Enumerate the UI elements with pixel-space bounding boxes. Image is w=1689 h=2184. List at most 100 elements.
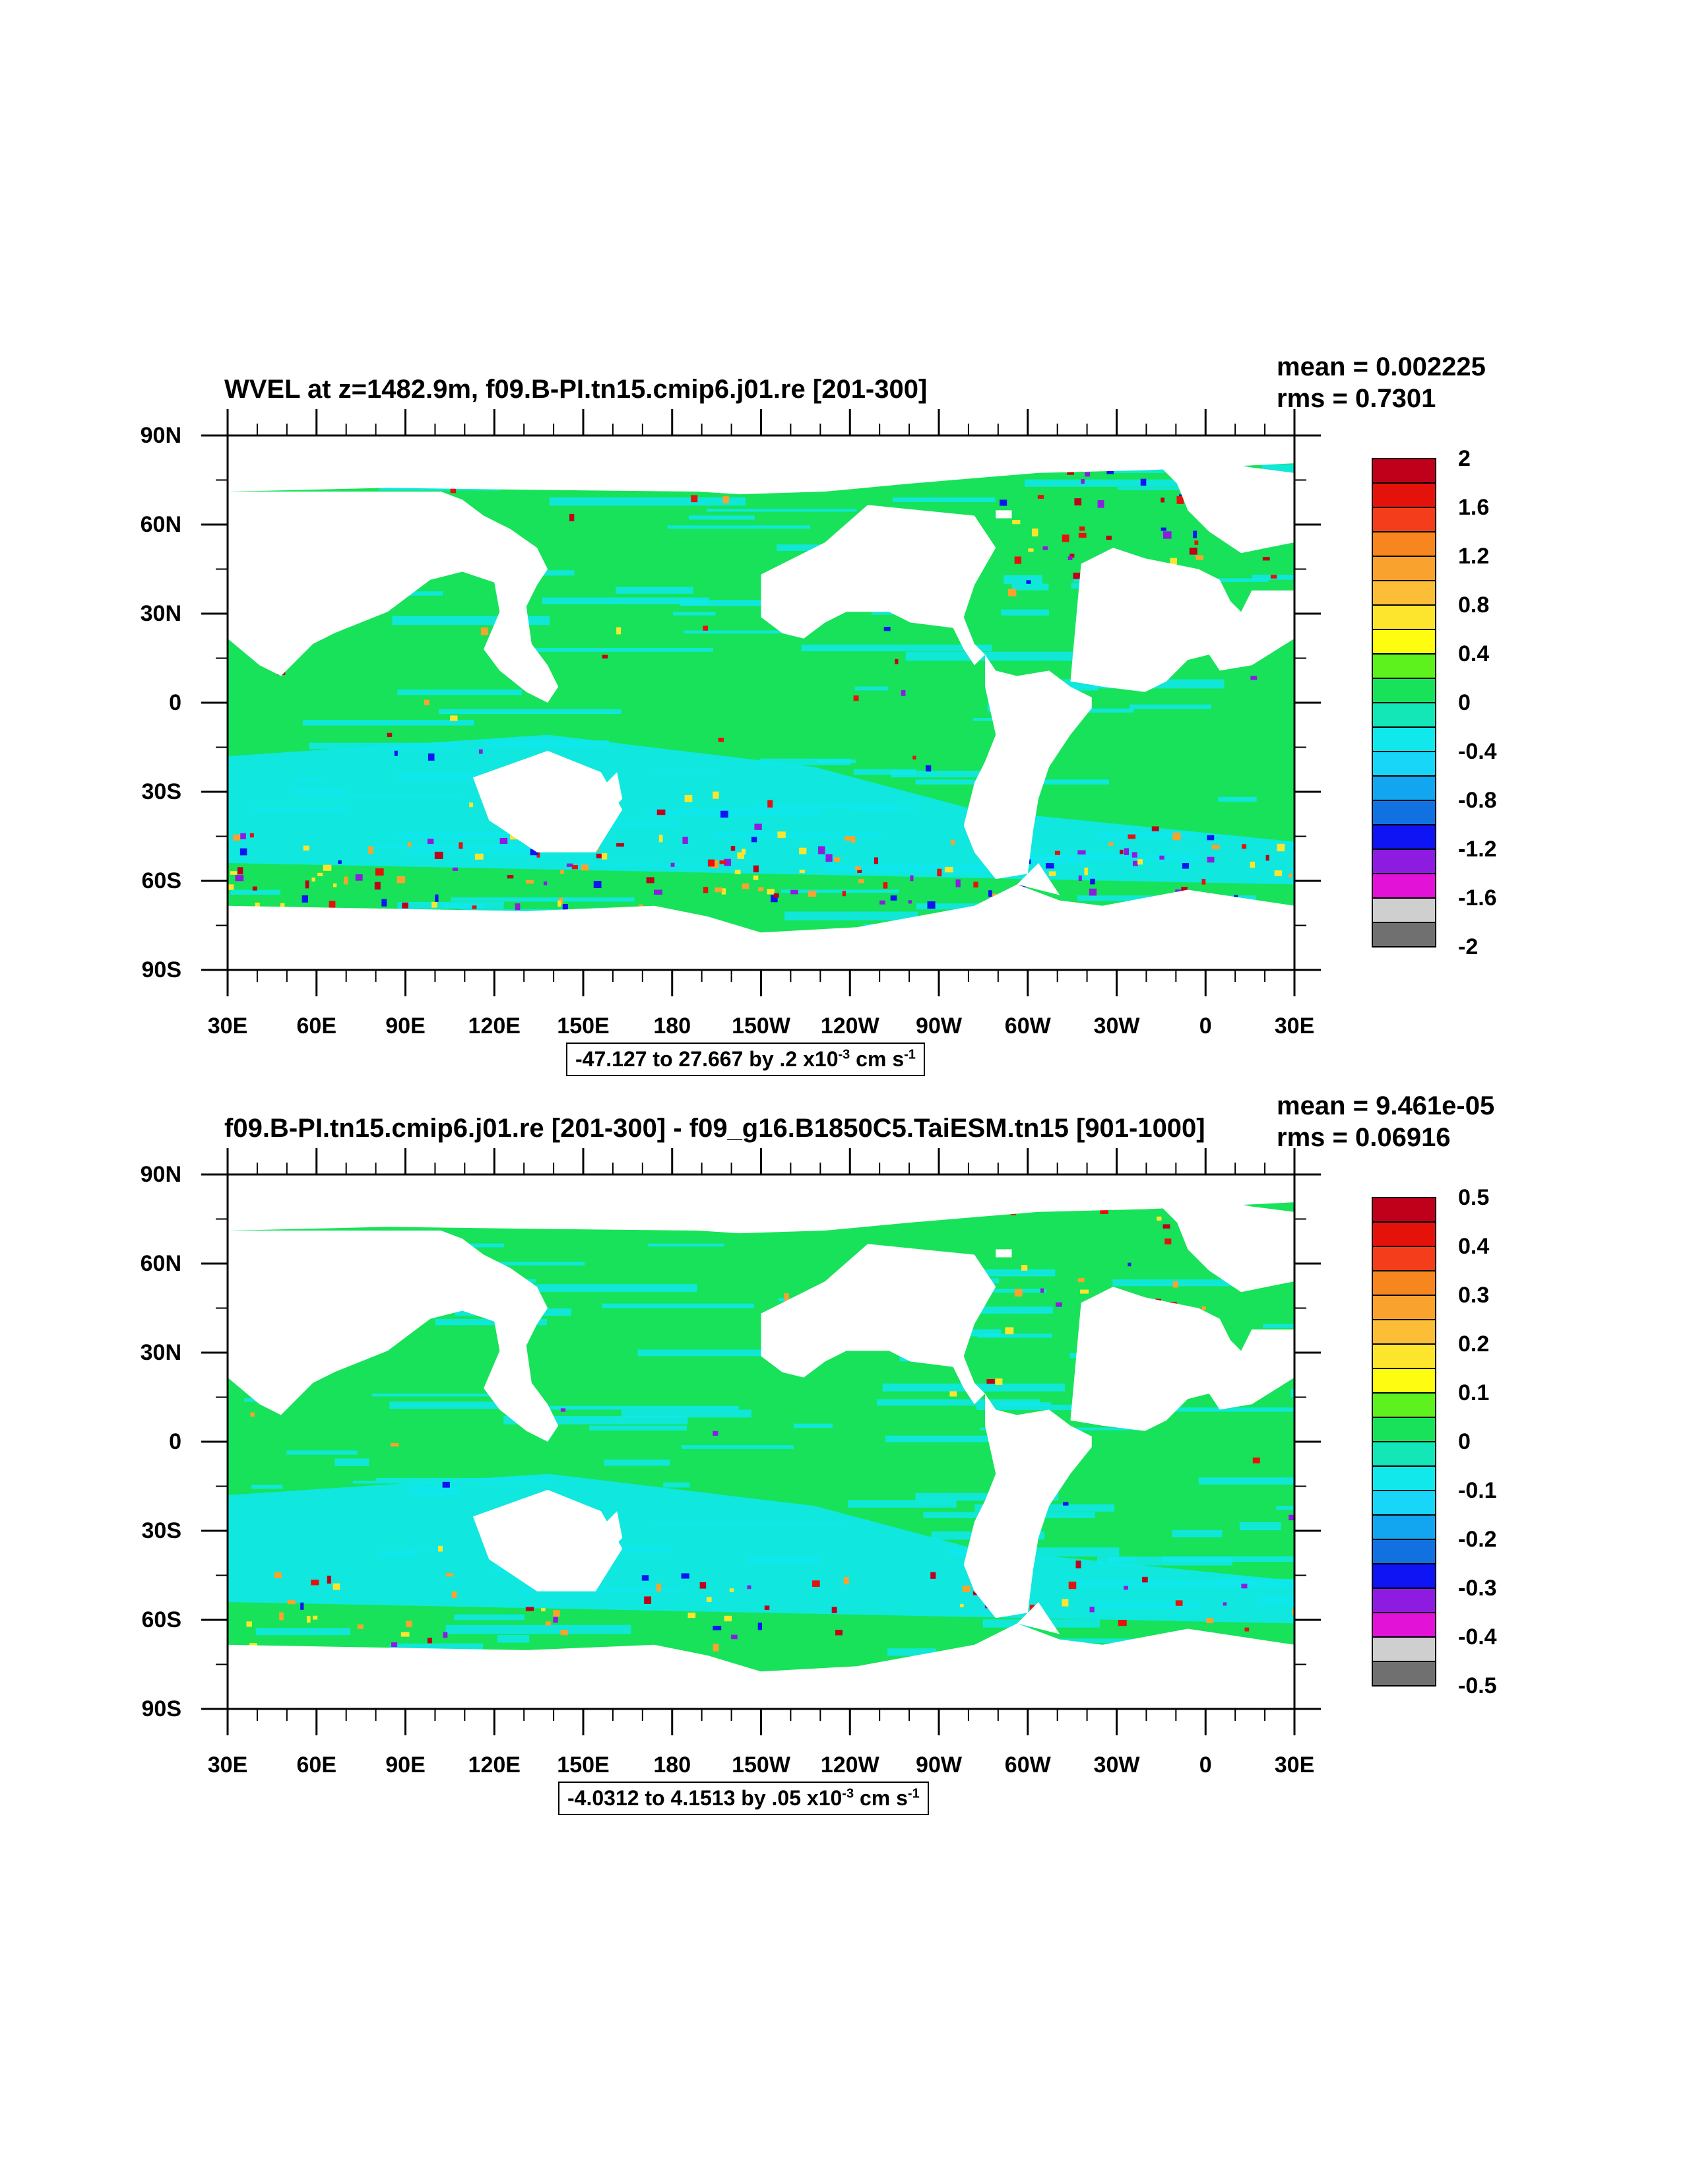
field-band (621, 1409, 751, 1418)
field-speckle (1207, 835, 1215, 841)
panel-title: f09.B-PI.tn15.cmip6.j01.re [201-300] - f… (224, 1114, 1205, 1143)
field-speckle (658, 835, 663, 843)
field-band (451, 897, 635, 902)
land-mask (1017, 1602, 1060, 1634)
field-speckle (560, 1630, 568, 1636)
field-speckle (452, 867, 458, 871)
field-speckle (1137, 859, 1143, 865)
colorbar-swatch (1372, 922, 1436, 947)
field-speckle (1207, 856, 1215, 863)
colorbar-swatch (1372, 507, 1436, 532)
field-speckle (390, 1442, 399, 1447)
field-speckle (558, 900, 561, 907)
field-speckle (753, 875, 759, 880)
contour-info-unit: cm s (850, 1047, 905, 1071)
field-speckle (343, 876, 348, 885)
field-speckle (729, 1588, 734, 1592)
field-band (379, 487, 501, 491)
colorbar-swatch (1372, 1221, 1436, 1247)
field-band (1000, 1402, 1052, 1407)
colorbar-swatch (1372, 1270, 1436, 1296)
contour-info-unit: cm s (854, 1786, 908, 1810)
field-speckle (616, 627, 621, 635)
colorbar-label: 0.5 (1458, 1185, 1490, 1210)
field-band (855, 686, 889, 691)
field-speckle (641, 1575, 649, 1581)
field-speckle (381, 899, 387, 907)
field-band (1004, 575, 1043, 585)
field-speckle (300, 1602, 304, 1610)
field-band (286, 1450, 358, 1455)
field-speckle (949, 1391, 957, 1397)
field-speckle (581, 864, 589, 871)
field-band (548, 1405, 739, 1410)
lon-label: 180 (653, 1013, 691, 1039)
field-speckle (1005, 1327, 1014, 1335)
field-speckle (853, 695, 859, 701)
rms-stat: rms = 0.7301 (1277, 384, 1436, 413)
field-band (681, 1445, 794, 1449)
field-speckle (1292, 1609, 1294, 1615)
field-speckle (883, 882, 888, 889)
field-speckle (713, 1430, 718, 1436)
field-speckle (1078, 532, 1087, 538)
field-speckle (699, 1582, 707, 1589)
lon-label: 30E (1274, 1013, 1315, 1039)
field-speckle (857, 869, 862, 874)
colorbar-swatch (1372, 702, 1436, 728)
colorbar-swatch (1372, 873, 1436, 899)
map-field (228, 435, 1294, 970)
field-speckle (1040, 1288, 1044, 1293)
field-band (793, 1423, 833, 1428)
lon-label: 120W (820, 1013, 879, 1039)
field-band (1291, 1389, 1294, 1397)
field-speckle (311, 877, 315, 882)
field-speckle (1097, 500, 1104, 508)
field-speckle (843, 1577, 849, 1585)
field-band (604, 1460, 670, 1466)
field-speckle (1120, 849, 1124, 854)
field-speckle (450, 715, 458, 721)
field-speckle (442, 1481, 450, 1488)
field-speckle (450, 488, 457, 494)
lat-label: 30S (141, 1518, 182, 1543)
lon-label: 0 (1199, 1013, 1212, 1039)
field-band (230, 889, 280, 895)
field-speckle (799, 847, 807, 854)
lon-label: 0 (1199, 1752, 1212, 1778)
field-speckle (249, 833, 254, 838)
lon-label: 120E (468, 1013, 521, 1039)
colorbar-swatch (1372, 1563, 1436, 1589)
field-speckle (472, 905, 477, 909)
field-speckle (720, 810, 728, 818)
field-band (976, 1404, 1152, 1411)
field-speckle (1078, 875, 1082, 882)
field-band (1198, 1477, 1294, 1485)
field-speckle (1124, 848, 1130, 855)
field-speckle (937, 868, 942, 877)
field-speckle (912, 755, 916, 760)
field-band (1252, 574, 1294, 580)
field-band (302, 720, 474, 726)
field-band (397, 591, 443, 596)
field-speckle (451, 1591, 457, 1599)
field-speckle (1106, 469, 1114, 474)
field-speckle (784, 1293, 789, 1301)
colorbar-label: 0.3 (1458, 1283, 1490, 1308)
colorbar-swatch (1372, 1588, 1436, 1613)
field-speckle (1012, 520, 1021, 525)
colorbar-swatch (1372, 800, 1436, 825)
field-speckle (1170, 558, 1177, 566)
field-speckle (480, 627, 488, 635)
land-mask (996, 1249, 1012, 1258)
field-speckle (274, 1572, 282, 1578)
field-speckle (1288, 873, 1292, 878)
land-mask (963, 655, 1092, 880)
field-band (397, 689, 523, 695)
field-speckle (571, 865, 578, 870)
colorbar-swatch (1372, 604, 1436, 630)
field-speckle (569, 513, 575, 522)
field-speckle (1140, 478, 1147, 486)
land-mask (761, 505, 996, 666)
contour-info-box: -4.0312 to 4.1513 by .05 x10-3 cm s-1 (558, 1782, 929, 1815)
